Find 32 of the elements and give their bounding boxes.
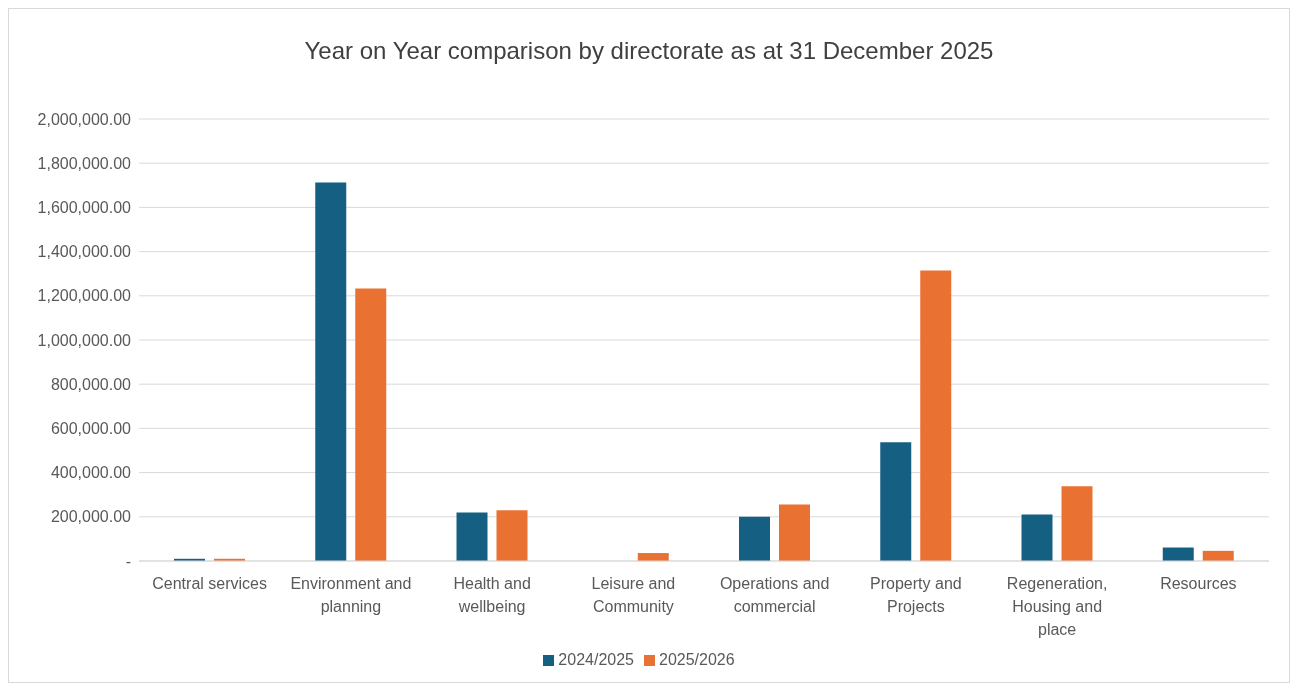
x-tick-label: Operations and commercial bbox=[719, 575, 830, 615]
y-tick-label: 200,000.00 bbox=[50, 508, 132, 526]
y-tick-label: 2,000,000.00 bbox=[37, 110, 132, 128]
bar bbox=[779, 504, 810, 561]
y-tick-label: 1,200,000.00 bbox=[37, 287, 132, 305]
bar bbox=[315, 182, 347, 561]
x-tick-label: Environment and planning bbox=[290, 575, 412, 615]
bar bbox=[739, 516, 770, 561]
y-tick-label: 1,000,000.00 bbox=[37, 331, 132, 349]
y-tick-label: 400,000.00 bbox=[50, 464, 132, 482]
bar bbox=[496, 510, 528, 561]
legend-label: 2024/2025 bbox=[558, 651, 634, 668]
chart-title: Year on Year comparison by directorate as at 31 December 2025 bbox=[303, 36, 995, 66]
bar bbox=[1061, 486, 1093, 561]
bar bbox=[355, 288, 387, 561]
y-tick-label: 600,000.00 bbox=[50, 420, 132, 438]
x-tick-label: Health and wellbeing bbox=[453, 575, 531, 615]
y-tick-label: 1,800,000.00 bbox=[37, 154, 132, 172]
bar bbox=[1021, 514, 1053, 561]
bar bbox=[920, 270, 952, 561]
y-tick-label: 1,400,000.00 bbox=[37, 243, 132, 261]
x-tick-label: Central services bbox=[152, 575, 267, 592]
x-tick-label: Regeneration, Housing and place bbox=[1006, 575, 1108, 638]
bar bbox=[880, 442, 912, 561]
legend-label: 2025/2026 bbox=[659, 651, 735, 668]
bar bbox=[456, 512, 488, 561]
x-tick-label: Property and Projects bbox=[870, 575, 962, 615]
y-tick-label: 800,000.00 bbox=[50, 375, 132, 393]
x-tick-label: Leisure and Community bbox=[591, 575, 676, 615]
x-tick-label: Resources bbox=[1160, 575, 1237, 592]
y-tick-label: - bbox=[125, 552, 131, 570]
y-tick-label: 1,600,000.00 bbox=[37, 199, 132, 217]
